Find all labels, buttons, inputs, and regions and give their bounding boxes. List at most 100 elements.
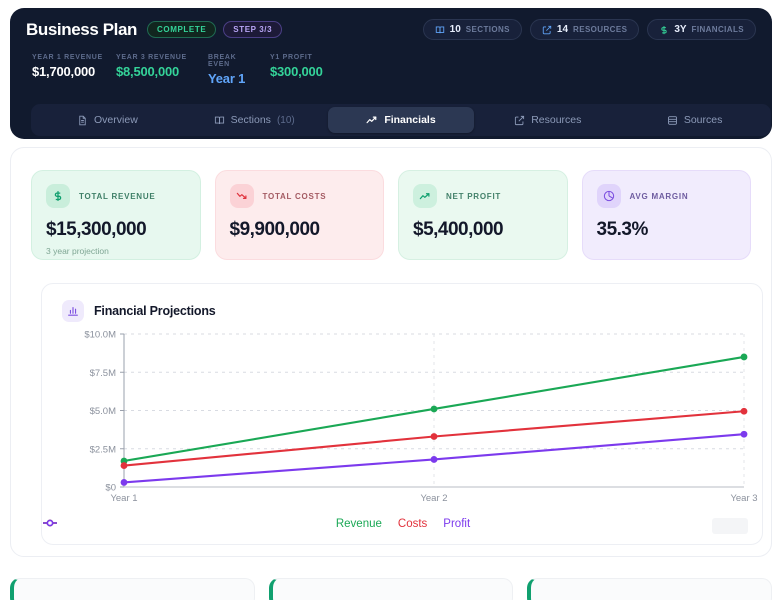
tab-sections-count: (10) (276, 114, 295, 126)
tab-bar: Overview Sections (10) (31, 104, 771, 136)
tab-sources[interactable]: Sources (621, 107, 768, 133)
header-stats-row: YEAR 1 REVENUE $1,700,000 YEAR 3 REVENUE… (10, 51, 772, 91)
x-axis-tick-label: Year 3 (730, 493, 757, 504)
badge-resources-count: 14 (556, 24, 569, 35)
trending-down-icon (229, 184, 254, 208)
tab-sections[interactable]: Sections (10) (181, 107, 328, 133)
external-link-icon (542, 25, 552, 35)
step-badge: STEP 3/3 (223, 21, 283, 38)
chart-watermark (712, 518, 748, 534)
chart-point-profit[interactable] (740, 430, 748, 438)
stat-card-row: TOTAL REVENUE $15,300,000 3 year project… (11, 148, 771, 260)
stat-card-sub: 3 year projection (46, 246, 109, 256)
stat-card-value: 35.3% (596, 219, 649, 240)
stat-card-total-costs: TOTAL COSTS $9,900,000 (214, 170, 384, 260)
stat-card-label: TOTAL COSTS (262, 191, 327, 201)
badge-sections-label: SECTIONS (465, 25, 510, 34)
x-axis-tick-label: Year 2 (420, 493, 447, 504)
dollar-icon (659, 25, 669, 35)
badge-sections[interactable]: 10 SECTIONS (422, 19, 522, 40)
header-stat-value: Year 1 (208, 71, 246, 86)
legend-marker-profit (43, 519, 57, 527)
status-badge: COMPLETE (147, 21, 217, 38)
tab-resources-label: Resources (531, 114, 582, 126)
chart-header: Financial Projections (42, 284, 762, 322)
stat-card-net-profit: NET PROFIT $5,400,000 (398, 170, 568, 260)
tab-overview-label: Overview (94, 114, 138, 126)
tab-financials[interactable]: Financials (327, 107, 475, 133)
tab-overview[interactable]: Overview (34, 107, 181, 133)
trending-up-icon (413, 184, 437, 208)
stat-card-avg-margin: AVG MARGIN 35.3% (581, 170, 751, 260)
dollar-icon (46, 184, 70, 208)
header-stat-value: $300,000 (270, 64, 323, 79)
book-icon (435, 25, 445, 35)
chart-point-costs[interactable] (740, 407, 748, 415)
tab-sections-label: Sections (230, 114, 271, 126)
legend-label-revenue: Revenue (335, 518, 382, 530)
y-axis-tick-label: $10.0M (84, 330, 116, 341)
trending-up-icon (366, 114, 378, 126)
stat-card-header: TOTAL COSTS (229, 184, 370, 208)
badge-financials-count: 3Y (674, 24, 687, 35)
header-stat-year1-revenue: YEAR 1 REVENUE $1,700,000 (32, 54, 104, 79)
legend-item-profit[interactable]: Profit (43, 518, 471, 530)
header-stat-value: $8,500,000 (116, 64, 180, 79)
pie-chart-icon (596, 184, 621, 208)
tab-sources-label: Sources (683, 114, 723, 126)
legend-label-profit: Profit (443, 518, 471, 530)
financials-panel: TOTAL REVENUE $15,300,000 3 year project… (10, 147, 772, 557)
stat-card-header: TOTAL REVENUE (46, 184, 186, 208)
header-stat-value: $1,700,000 (32, 64, 96, 79)
header-top-row: Business Plan COMPLETE STEP 3/3 10 SECTI… (10, 8, 772, 51)
tab-resources[interactable]: Resources (474, 107, 621, 133)
bottom-card-row (10, 578, 773, 600)
document-icon (77, 115, 88, 126)
legend-item-costs[interactable]: Costs (43, 518, 427, 530)
badge-resources-label: RESOURCES (573, 25, 628, 34)
database-icon (667, 115, 678, 126)
chart-legend: Revenue Costs Profit (42, 518, 762, 530)
stat-card-label: NET PROFIT (446, 191, 502, 201)
stat-card-label: AVG MARGIN (629, 191, 689, 201)
financial-projections-card: Financial Projections $0 $2.5M $5.0M $7.5M $… (41, 283, 763, 545)
chart-point-costs[interactable] (120, 462, 128, 469)
stat-card-value: $5,400,000 (413, 219, 504, 240)
badge-resources[interactable]: 14 RESOURCES (529, 19, 640, 40)
header-stat-year3-revenue: YEAR 3 REVENUE $8,500,000 (116, 54, 196, 79)
chart-point-profit[interactable] (120, 479, 128, 486)
chart-point-profit[interactable] (430, 456, 438, 463)
stat-card-header: AVG MARGIN (596, 184, 737, 208)
badge-financials-label: FINANCIALS (691, 25, 744, 34)
badge-sections-count: 10 (449, 24, 461, 35)
page-title: Business Plan (26, 19, 138, 39)
header-stat-label: Y1 PROFIT (270, 54, 313, 61)
chart-point-costs[interactable] (430, 433, 438, 440)
stat-card-value: $9,900,000 (229, 219, 321, 240)
bottom-card-1[interactable] (10, 578, 255, 600)
header-stat-label: BREAK EVEN (208, 54, 237, 68)
stat-card-header: NET PROFIT (413, 184, 553, 208)
stat-card-value: $15,300,000 (46, 219, 147, 240)
tab-financials-label: Financials (384, 114, 436, 126)
bottom-card-3[interactable] (527, 578, 773, 600)
y-axis-tick-label: $7.5M (90, 368, 116, 379)
y-axis-tick-label: $5.0M (90, 406, 116, 417)
stat-card-label: TOTAL REVENUE (79, 191, 156, 201)
header-stat-y1-profit: Y1 PROFIT $300,000 (270, 54, 350, 79)
y-axis-tick-label: $2.5M (90, 444, 116, 455)
external-link-icon (514, 115, 525, 126)
header-stat-label: YEAR 3 REVENUE (116, 54, 187, 61)
chart-point-revenue[interactable] (740, 353, 748, 361)
book-icon (214, 115, 225, 126)
header-panel: Business Plan COMPLETE STEP 3/3 10 SECTI… (10, 8, 772, 139)
chart-point-revenue[interactable] (430, 405, 438, 413)
y-axis-tick-label: $0 (105, 483, 116, 494)
bottom-card-2[interactable] (268, 578, 514, 600)
header-stat-label: YEAR 1 REVENUE (32, 54, 103, 61)
chart-plot-area: $0 $2.5M $5.0M $7.5M $10.0M Year 1 Year 2 Year … (42, 322, 762, 530)
legend-item-revenue[interactable]: Revenue (43, 518, 382, 530)
badge-financials[interactable]: 3Y FINANCIALS (647, 19, 756, 40)
header-badge-group: 10 SECTIONS 14 RESOURCES (422, 19, 756, 40)
